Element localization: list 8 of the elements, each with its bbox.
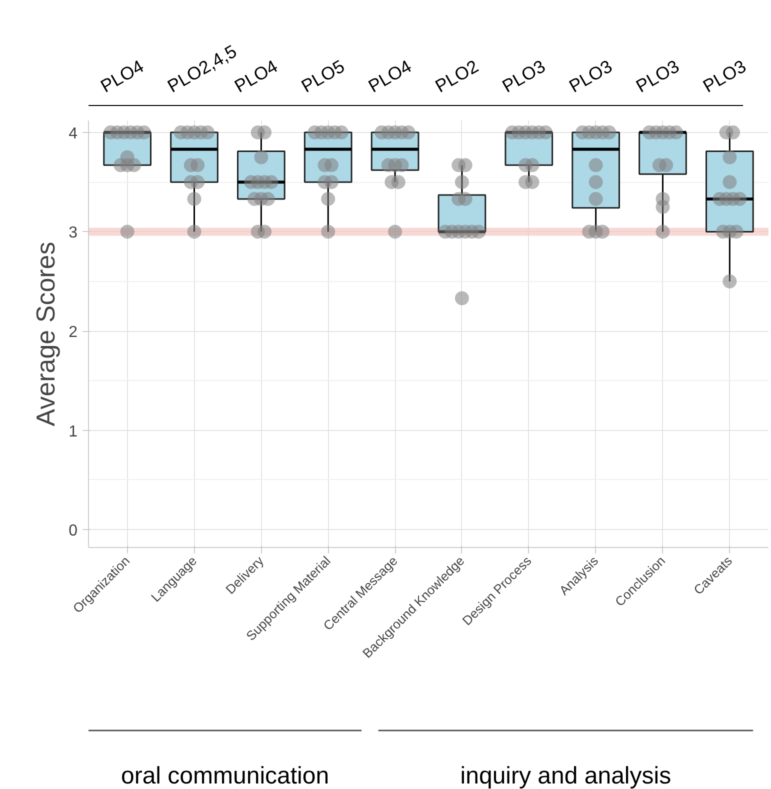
y-tick-label: 2	[68, 324, 78, 342]
text: inquiry and analysis	[460, 762, 672, 789]
y-tick-label: 0	[68, 522, 78, 540]
text: oral communication	[120, 762, 330, 789]
y-tick-label: 4	[68, 125, 78, 142]
y-axis-title: Average Scores	[30, 242, 61, 426]
y-tick-label: 3	[68, 224, 78, 242]
y-tick-label: 1	[68, 423, 78, 440]
